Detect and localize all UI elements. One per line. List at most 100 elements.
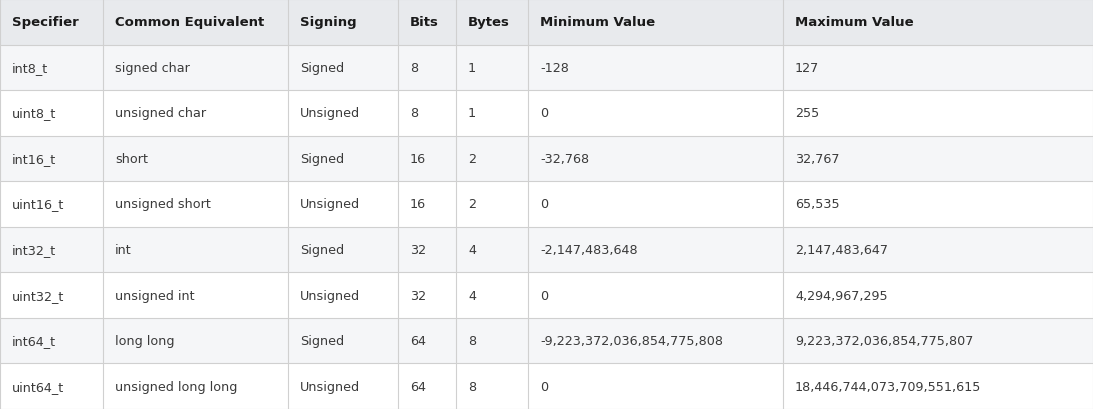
Text: 0: 0 <box>540 107 548 120</box>
Text: int64_t: int64_t <box>12 334 56 347</box>
Text: int32_t: int32_t <box>12 243 56 256</box>
Text: Unsigned: Unsigned <box>299 380 360 393</box>
Text: 1: 1 <box>468 62 477 75</box>
Bar <box>456 364 528 409</box>
Text: 127: 127 <box>795 62 820 75</box>
Text: Signed: Signed <box>299 153 344 166</box>
Text: Minimum Value: Minimum Value <box>540 16 655 29</box>
Bar <box>287 0 398 45</box>
Bar <box>287 227 398 273</box>
Bar <box>0 136 103 182</box>
Bar <box>783 318 1093 364</box>
Bar <box>783 45 1093 91</box>
Bar <box>287 273 398 318</box>
Text: 2: 2 <box>468 198 475 211</box>
Text: 8: 8 <box>468 380 477 393</box>
Text: int16_t: int16_t <box>12 153 56 166</box>
Bar <box>0 364 103 409</box>
Bar <box>103 273 287 318</box>
Text: Bits: Bits <box>410 16 439 29</box>
Bar <box>783 364 1093 409</box>
Text: uint16_t: uint16_t <box>12 198 64 211</box>
Text: unsigned int: unsigned int <box>115 289 195 302</box>
Text: int: int <box>115 243 132 256</box>
Text: 4: 4 <box>468 243 475 256</box>
Bar <box>398 182 456 227</box>
Text: -32,768: -32,768 <box>540 153 589 166</box>
Text: Common Equivalent: Common Equivalent <box>115 16 265 29</box>
Bar <box>398 91 456 136</box>
Bar <box>398 136 456 182</box>
Text: -2,147,483,648: -2,147,483,648 <box>540 243 637 256</box>
Text: 18,446,744,073,709,551,615: 18,446,744,073,709,551,615 <box>795 380 982 393</box>
Text: uint32_t: uint32_t <box>12 289 64 302</box>
Text: 8: 8 <box>410 62 419 75</box>
Bar <box>456 182 528 227</box>
Bar <box>103 364 287 409</box>
Bar <box>783 227 1093 273</box>
Bar <box>103 0 287 45</box>
Bar <box>528 91 783 136</box>
Text: 0: 0 <box>540 380 548 393</box>
Bar <box>0 45 103 91</box>
Text: -128: -128 <box>540 62 568 75</box>
Text: 4,294,967,295: 4,294,967,295 <box>795 289 888 302</box>
Text: Bytes: Bytes <box>468 16 509 29</box>
Text: 65,535: 65,535 <box>795 198 839 211</box>
Bar <box>0 182 103 227</box>
Bar <box>287 182 398 227</box>
Bar <box>528 45 783 91</box>
Text: 16: 16 <box>410 198 426 211</box>
Bar <box>783 136 1093 182</box>
Bar <box>0 91 103 136</box>
Text: Specifier: Specifier <box>12 16 79 29</box>
Bar <box>528 318 783 364</box>
Bar <box>103 318 287 364</box>
Text: 2,147,483,647: 2,147,483,647 <box>795 243 888 256</box>
Bar <box>528 136 783 182</box>
Bar <box>103 91 287 136</box>
Bar <box>456 136 528 182</box>
Text: 2: 2 <box>468 153 475 166</box>
Bar <box>287 136 398 182</box>
Bar <box>0 273 103 318</box>
Text: Signed: Signed <box>299 243 344 256</box>
Text: 9,223,372,036,854,775,807: 9,223,372,036,854,775,807 <box>795 334 974 347</box>
Bar <box>0 0 103 45</box>
Text: 1: 1 <box>468 107 477 120</box>
Text: int8_t: int8_t <box>12 62 48 75</box>
Text: long long: long long <box>115 334 175 347</box>
Bar <box>528 227 783 273</box>
Bar <box>398 0 456 45</box>
Bar <box>398 318 456 364</box>
Bar <box>783 91 1093 136</box>
Bar <box>287 364 398 409</box>
Text: 0: 0 <box>540 198 548 211</box>
Text: Signing: Signing <box>299 16 356 29</box>
Bar <box>398 45 456 91</box>
Text: 8: 8 <box>410 107 419 120</box>
Text: 16: 16 <box>410 153 426 166</box>
Bar <box>528 273 783 318</box>
Bar <box>456 45 528 91</box>
Text: Signed: Signed <box>299 334 344 347</box>
Text: Unsigned: Unsigned <box>299 107 360 120</box>
Bar <box>287 91 398 136</box>
Bar <box>783 273 1093 318</box>
Bar <box>103 45 287 91</box>
Bar <box>528 364 783 409</box>
Text: unsigned long long: unsigned long long <box>115 380 237 393</box>
Text: unsigned short: unsigned short <box>115 198 211 211</box>
Bar <box>528 182 783 227</box>
Text: signed char: signed char <box>115 62 190 75</box>
Bar <box>103 182 287 227</box>
Bar <box>456 0 528 45</box>
Text: Maximum Value: Maximum Value <box>795 16 914 29</box>
Bar <box>456 273 528 318</box>
Text: unsigned char: unsigned char <box>115 107 207 120</box>
Text: 0: 0 <box>540 289 548 302</box>
Bar <box>783 182 1093 227</box>
Bar <box>287 45 398 91</box>
Text: uint64_t: uint64_t <box>12 380 64 393</box>
Text: 32: 32 <box>410 289 426 302</box>
